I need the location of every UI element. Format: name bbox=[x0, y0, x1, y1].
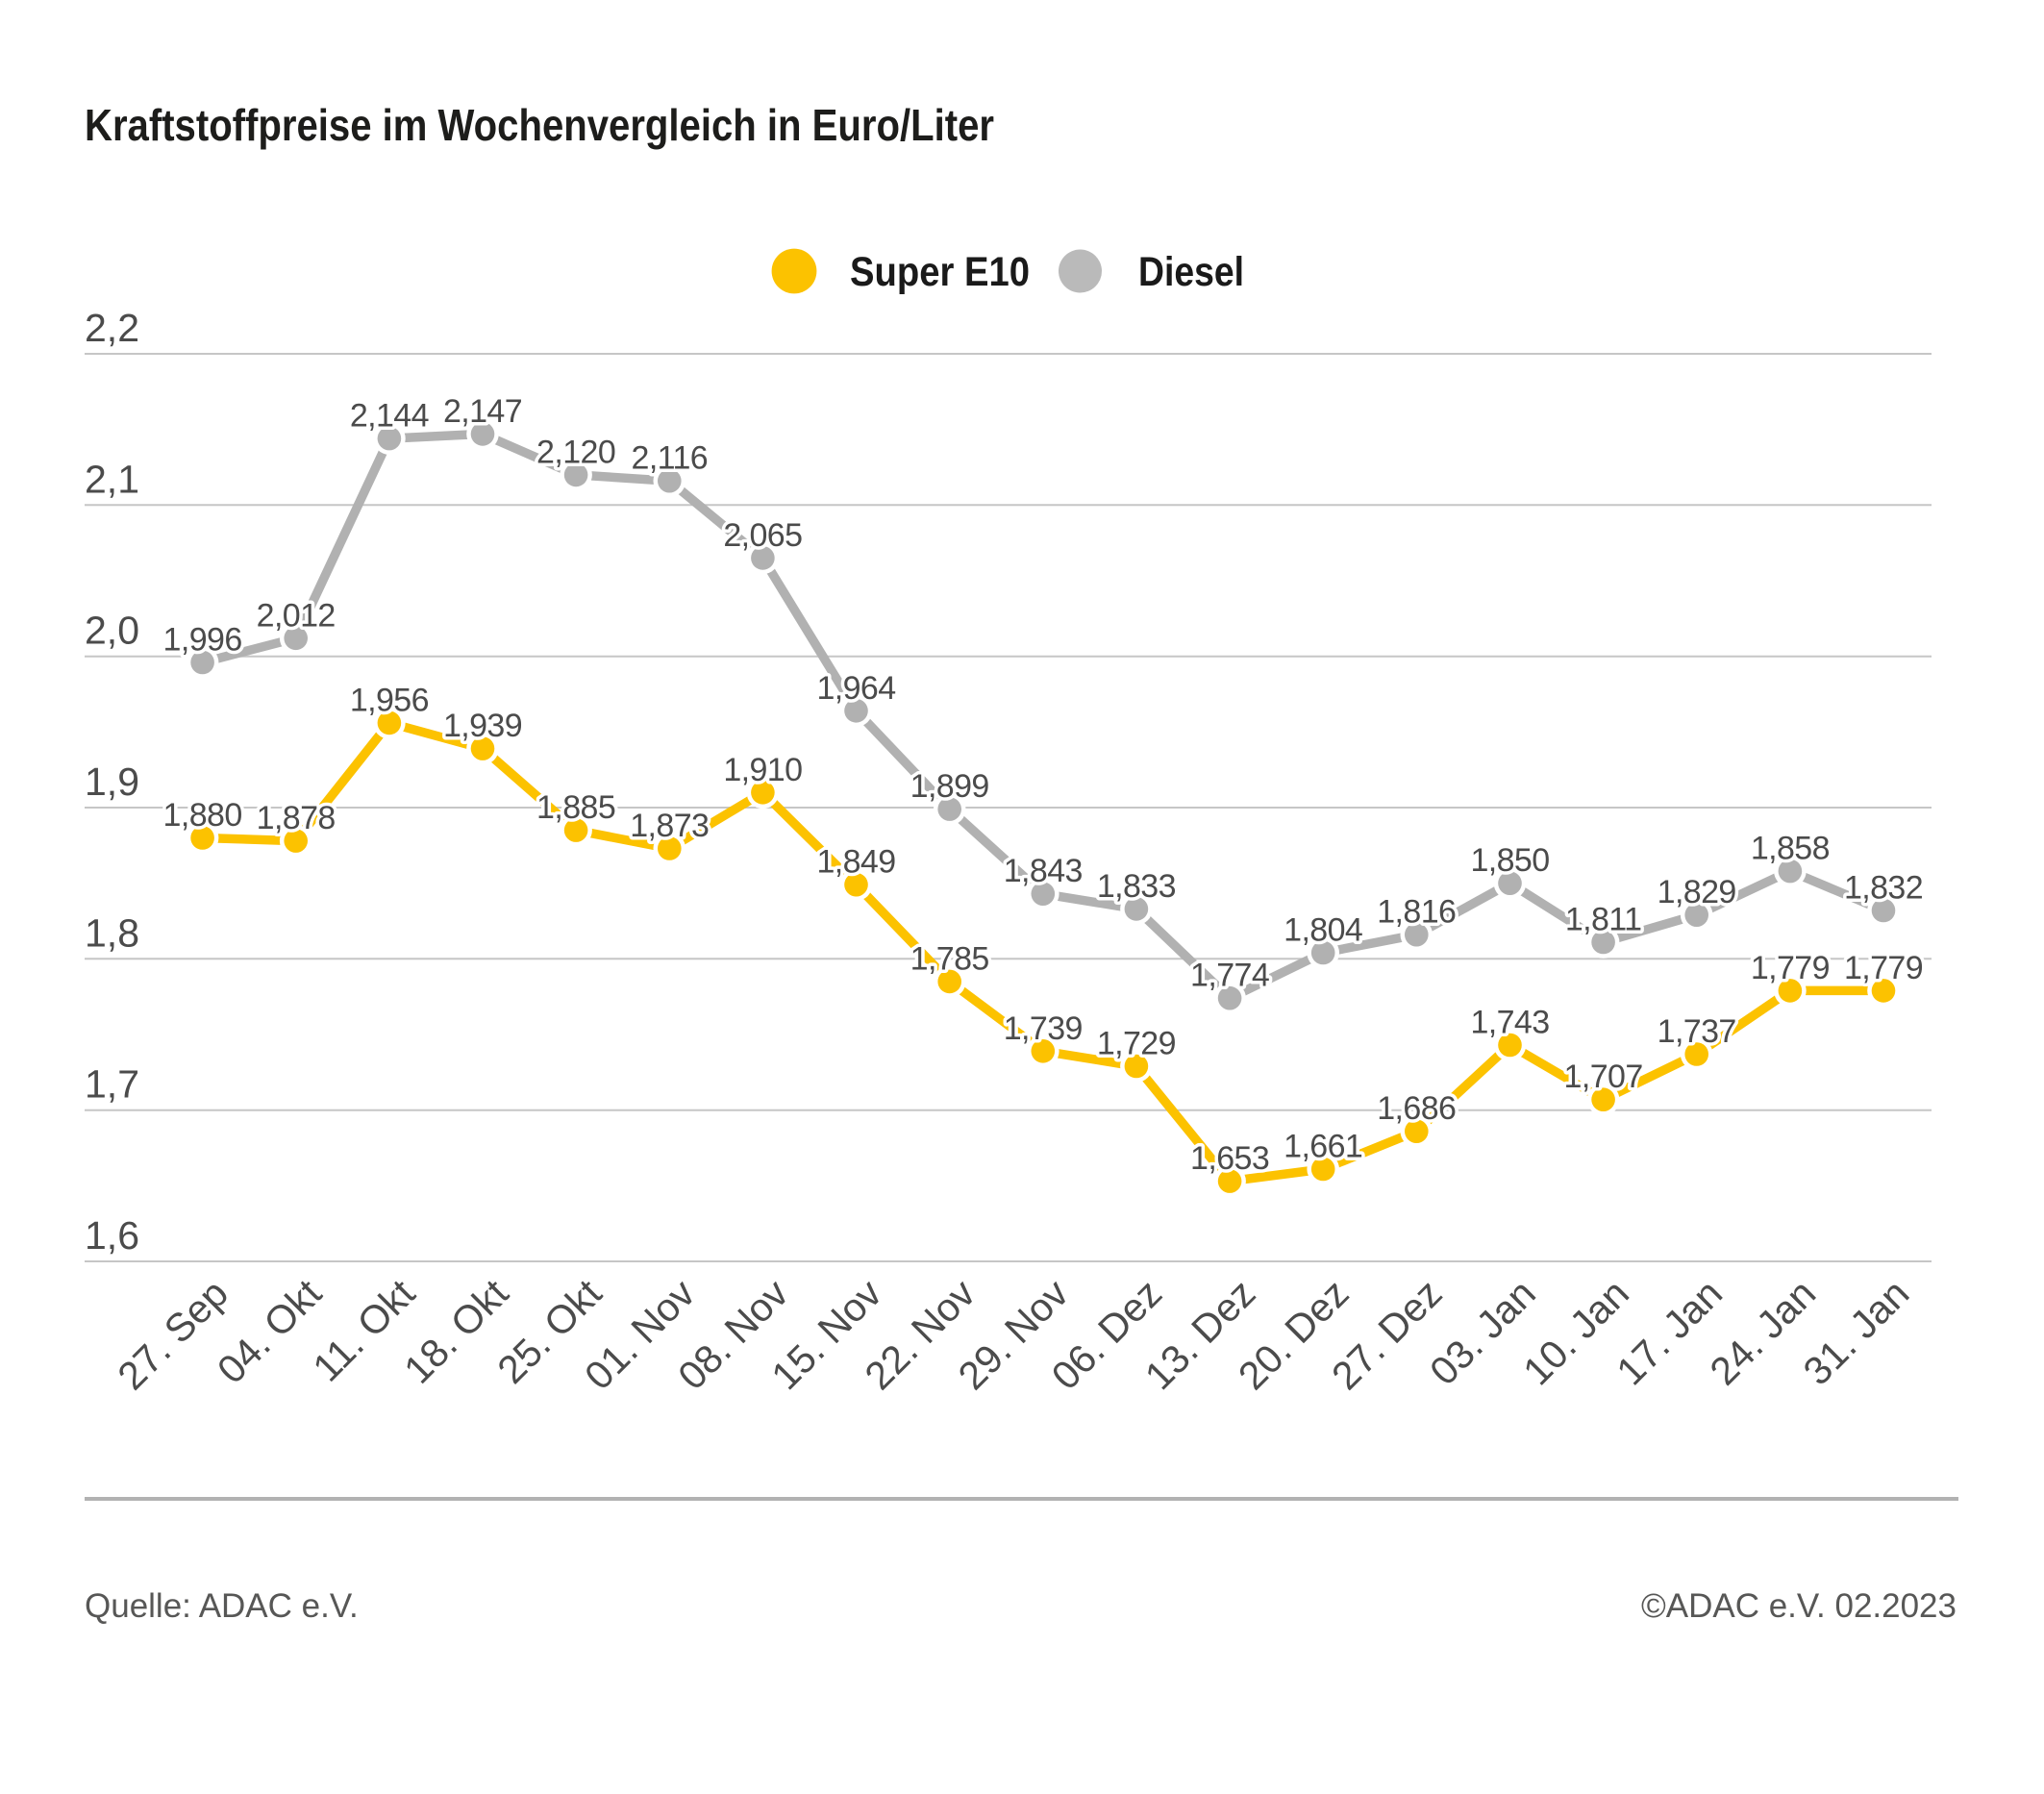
svg-text:1,996: 1,996 bbox=[163, 622, 242, 659]
svg-text:1,739: 1,739 bbox=[1004, 1010, 1083, 1047]
svg-text:2,147: 2,147 bbox=[443, 393, 522, 430]
svg-text:2,120: 2,120 bbox=[536, 434, 615, 470]
svg-text:1,707: 1,707 bbox=[1564, 1059, 1643, 1095]
svg-text:1,8: 1,8 bbox=[85, 910, 139, 955]
svg-text:1,832: 1,832 bbox=[1844, 870, 1923, 907]
svg-text:1,910: 1,910 bbox=[723, 752, 802, 788]
svg-text:1,849: 1,849 bbox=[816, 844, 895, 881]
svg-text:1,7: 1,7 bbox=[85, 1062, 139, 1107]
svg-text:1,880: 1,880 bbox=[163, 797, 242, 834]
svg-text:2,0: 2,0 bbox=[85, 609, 139, 653]
svg-text:2,065: 2,065 bbox=[723, 517, 802, 554]
svg-text:1,833: 1,833 bbox=[1097, 868, 1176, 905]
svg-text:1,661: 1,661 bbox=[1284, 1129, 1362, 1165]
svg-text:1,804: 1,804 bbox=[1284, 912, 1362, 949]
svg-text:1,779: 1,779 bbox=[1844, 950, 1923, 986]
svg-text:1,850: 1,850 bbox=[1470, 842, 1549, 879]
svg-text:Quelle: ADAC e.V.: Quelle: ADAC e.V. bbox=[85, 1587, 359, 1625]
svg-text:1,843: 1,843 bbox=[1004, 853, 1083, 889]
svg-text:1,885: 1,885 bbox=[536, 789, 615, 826]
svg-text:1,9: 1,9 bbox=[85, 760, 139, 804]
svg-text:2,144: 2,144 bbox=[350, 398, 429, 435]
svg-text:1,6: 1,6 bbox=[85, 1213, 139, 1258]
svg-text:1,686: 1,686 bbox=[1377, 1090, 1456, 1127]
svg-text:1,774: 1,774 bbox=[1190, 958, 1269, 994]
svg-text:1,743: 1,743 bbox=[1470, 1005, 1549, 1041]
svg-text:1,729: 1,729 bbox=[1097, 1026, 1176, 1062]
svg-text:2,1: 2,1 bbox=[85, 457, 139, 501]
svg-text:1,811: 1,811 bbox=[1565, 902, 1642, 938]
svg-text:1,816: 1,816 bbox=[1377, 894, 1456, 931]
svg-text:1,829: 1,829 bbox=[1658, 874, 1736, 910]
svg-text:1,779: 1,779 bbox=[1751, 950, 1830, 986]
svg-text:Diesel: Diesel bbox=[1138, 249, 1244, 295]
svg-text:2,2: 2,2 bbox=[85, 306, 139, 350]
svg-text:1,737: 1,737 bbox=[1658, 1013, 1736, 1050]
svg-text:1,956: 1,956 bbox=[350, 682, 429, 718]
svg-text:Super E10: Super E10 bbox=[850, 249, 1030, 295]
svg-text:1,873: 1,873 bbox=[630, 808, 709, 844]
svg-text:2,012: 2,012 bbox=[257, 597, 336, 634]
svg-text:©ADAC e.V. 02.2023: ©ADAC e.V. 02.2023 bbox=[1641, 1587, 1957, 1625]
svg-text:1,878: 1,878 bbox=[257, 800, 336, 836]
svg-text:Kraftstoffpreise im Wochenverg: Kraftstoffpreise im Wochenvergleich in E… bbox=[85, 100, 994, 150]
svg-text:1,939: 1,939 bbox=[443, 708, 522, 744]
svg-text:1,653: 1,653 bbox=[1190, 1140, 1269, 1177]
svg-text:1,858: 1,858 bbox=[1751, 831, 1830, 867]
svg-text:1,785: 1,785 bbox=[910, 940, 989, 977]
svg-text:2,116: 2,116 bbox=[632, 440, 709, 477]
svg-text:1,964: 1,964 bbox=[816, 670, 895, 707]
svg-text:1,899: 1,899 bbox=[910, 768, 989, 805]
